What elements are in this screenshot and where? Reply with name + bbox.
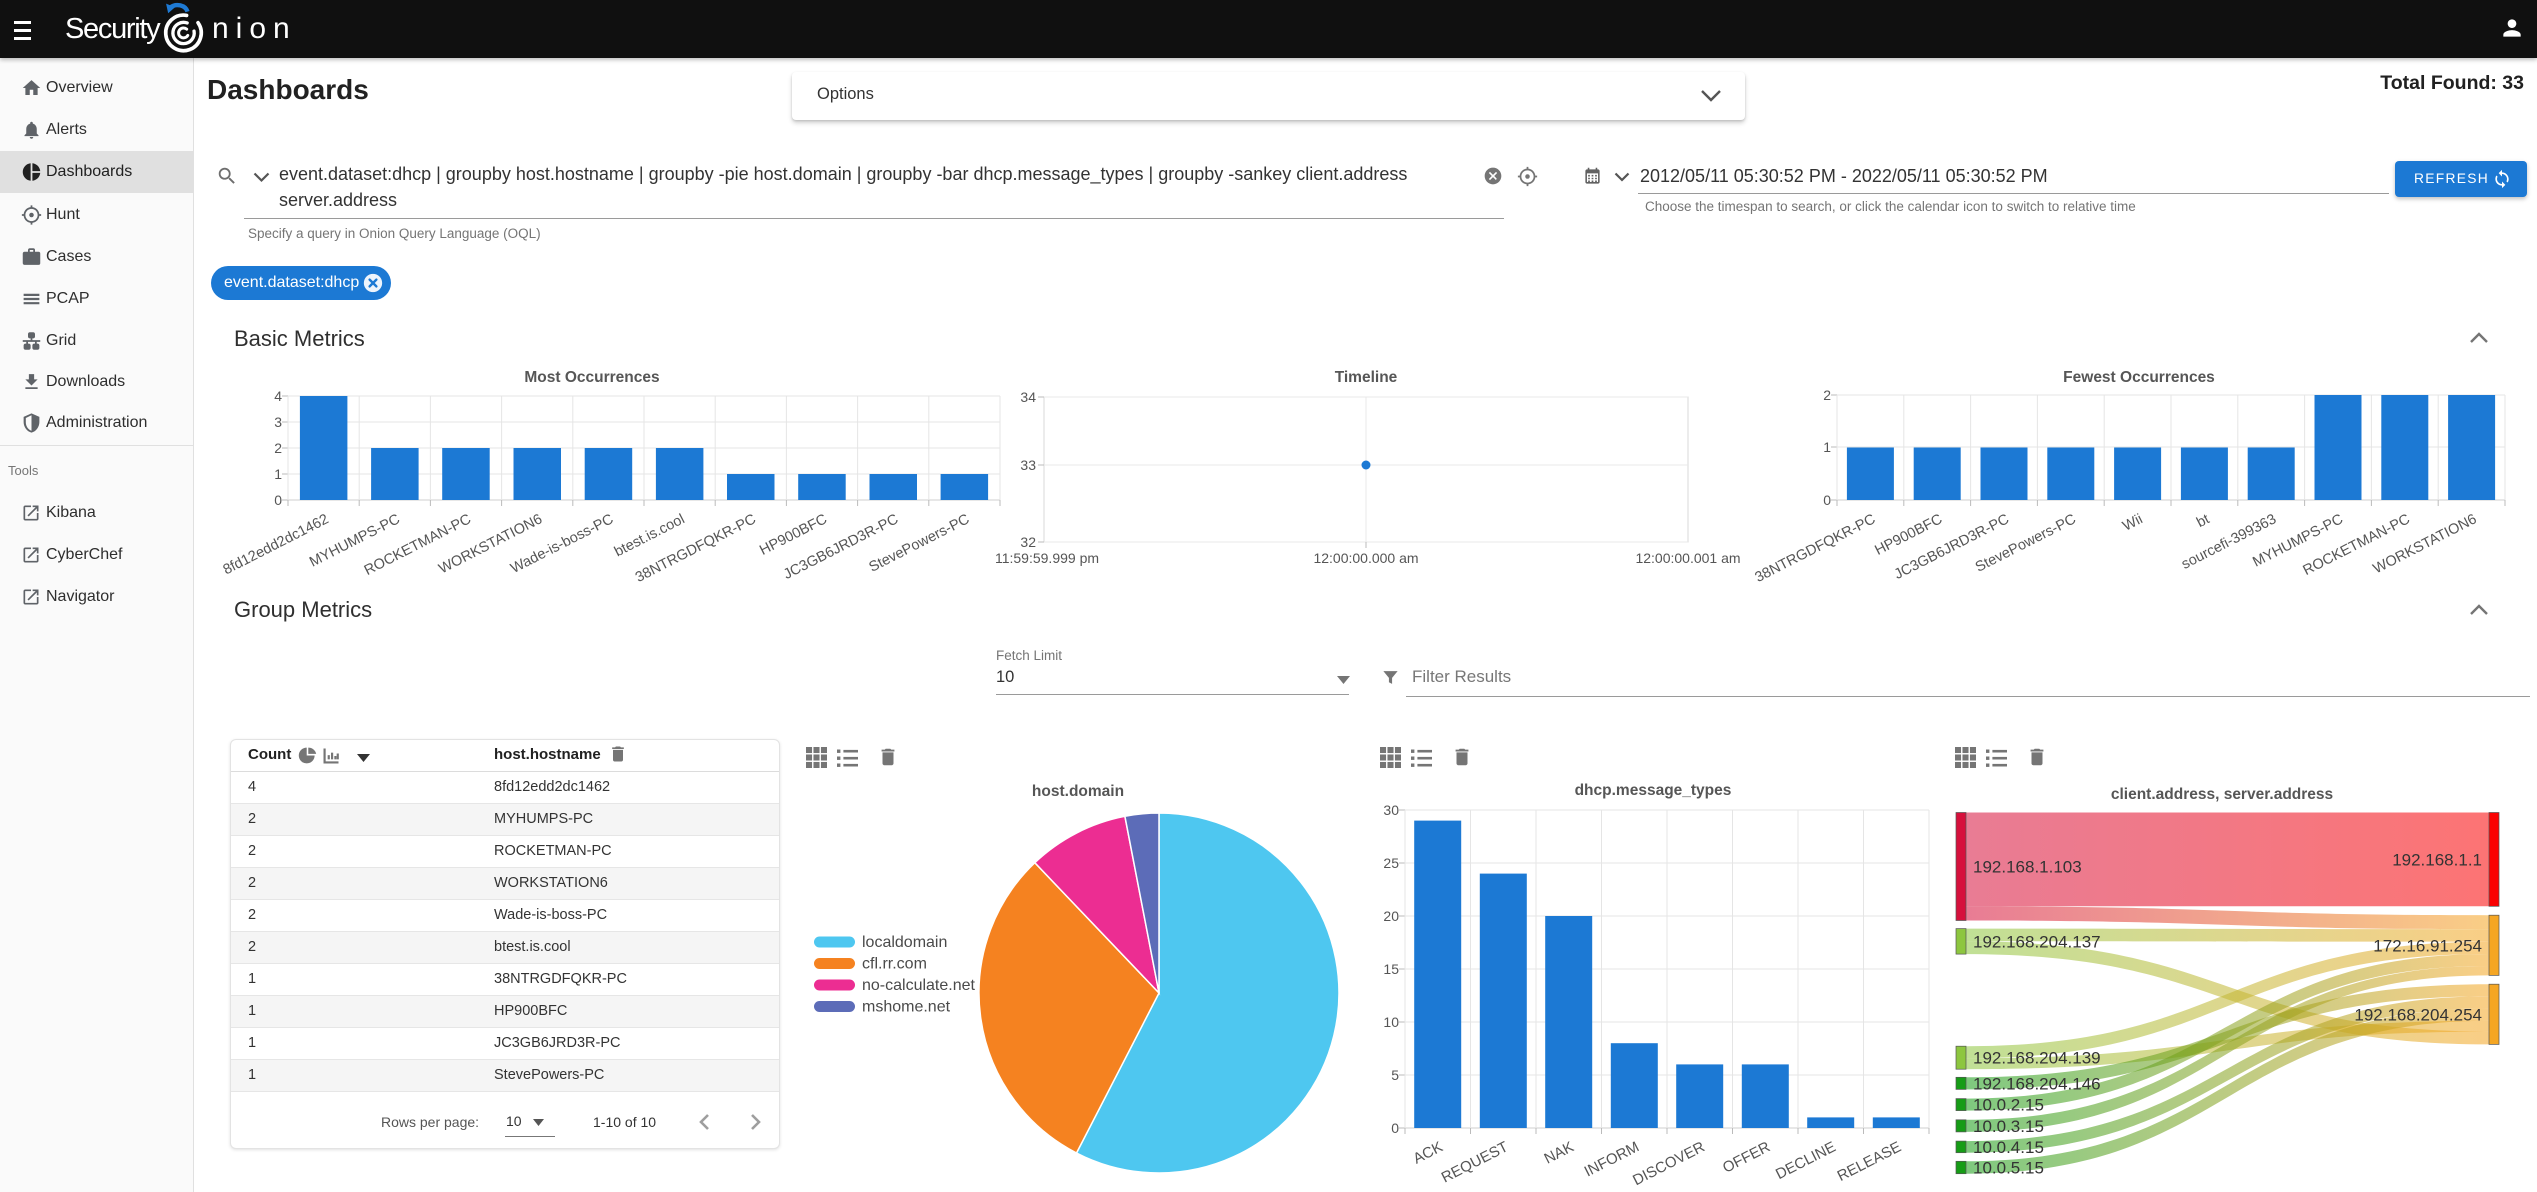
svg-text:192.168.1.1: 192.168.1.1	[2392, 850, 2482, 869]
svg-text:38NTRGDFQKR-PC: 38NTRGDFQKR-PC	[1753, 511, 1879, 586]
svg-text:33: 33	[1020, 457, 1036, 473]
svg-text:NAK: NAK	[1541, 1138, 1576, 1167]
svg-text:cfl.rr.com: cfl.rr.com	[862, 956, 927, 973]
svg-text:34: 34	[1020, 389, 1036, 405]
svg-text:192.168.204.254: 192.168.204.254	[2354, 1005, 2482, 1024]
svg-text:REQUEST: REQUEST	[1439, 1138, 1511, 1186]
svg-text:192.168.204.146: 192.168.204.146	[1973, 1074, 2101, 1093]
svg-text:192.168.204.137: 192.168.204.137	[1973, 932, 2101, 951]
svg-text:10: 10	[1383, 1014, 1399, 1030]
svg-text:2: 2	[1823, 387, 1831, 403]
svg-text:172.16.91.254: 172.16.91.254	[2373, 936, 2482, 955]
svg-text:0: 0	[274, 492, 282, 508]
svg-text:DECLINE: DECLINE	[1773, 1138, 1839, 1183]
svg-text:25: 25	[1383, 855, 1399, 871]
svg-text:2: 2	[274, 440, 282, 456]
svg-text:0: 0	[1391, 1120, 1399, 1136]
svg-text:Timeline: Timeline	[1335, 369, 1398, 386]
svg-text:dhcp.message_types: dhcp.message_types	[1575, 782, 1732, 799]
svg-text:Most Occurrences: Most Occurrences	[524, 369, 659, 386]
svg-text:192.168.204.139: 192.168.204.139	[1973, 1049, 2101, 1068]
svg-text:15: 15	[1383, 961, 1399, 977]
svg-text:1: 1	[1823, 439, 1831, 455]
svg-text:4: 4	[274, 388, 282, 404]
svg-text:host.domain: host.domain	[1032, 783, 1124, 800]
svg-text:localdomain: localdomain	[862, 934, 947, 951]
svg-text:5: 5	[1391, 1067, 1399, 1083]
svg-text:0: 0	[1823, 492, 1831, 508]
svg-text:ACK: ACK	[1410, 1138, 1445, 1167]
svg-text:10.0.5.15: 10.0.5.15	[1973, 1159, 2044, 1178]
svg-text:10.0.3.15: 10.0.3.15	[1973, 1117, 2044, 1136]
svg-text:no-calculate.net: no-calculate.net	[862, 977, 976, 994]
svg-text:20: 20	[1383, 908, 1399, 924]
svg-text:mshome.net: mshome.net	[862, 999, 951, 1016]
svg-text:DISCOVER: DISCOVER	[1630, 1138, 1708, 1189]
svg-text:192.168.1.103: 192.168.1.103	[1973, 858, 2082, 877]
svg-text:3: 3	[274, 414, 282, 430]
svg-text:10.0.2.15: 10.0.2.15	[1973, 1096, 2044, 1115]
svg-text:RELEASE: RELEASE	[1835, 1138, 1904, 1185]
svg-text:client.address, server.address: client.address, server.address	[2111, 786, 2333, 803]
svg-text:38NTRGDFQKR-PC: 38NTRGDFQKR-PC	[633, 511, 759, 586]
svg-text:30: 30	[1383, 802, 1399, 818]
svg-text:bt: bt	[2194, 511, 2212, 531]
svg-text:Fewest Occurrences: Fewest Occurrences	[2063, 369, 2215, 386]
svg-text:1: 1	[274, 466, 282, 482]
svg-text:Wii: Wii	[2120, 511, 2145, 534]
svg-text:11:59:59.999 pm: 11:59:59.999 pm	[995, 550, 1099, 566]
svg-text:OFFER: OFFER	[1720, 1138, 1773, 1176]
svg-text:JC3GB6JRD3R-PC: JC3GB6JRD3R-PC	[781, 511, 901, 583]
svg-text:12:00:00.001 am: 12:00:00.001 am	[1635, 550, 1740, 566]
svg-text:10.0.4.15: 10.0.4.15	[1973, 1138, 2044, 1157]
svg-text:12:00:00.000 am: 12:00:00.000 am	[1313, 550, 1418, 566]
svg-text:32: 32	[1020, 534, 1036, 550]
svg-text:JC3GB6JRD3R-PC: JC3GB6JRD3R-PC	[1892, 511, 2012, 583]
